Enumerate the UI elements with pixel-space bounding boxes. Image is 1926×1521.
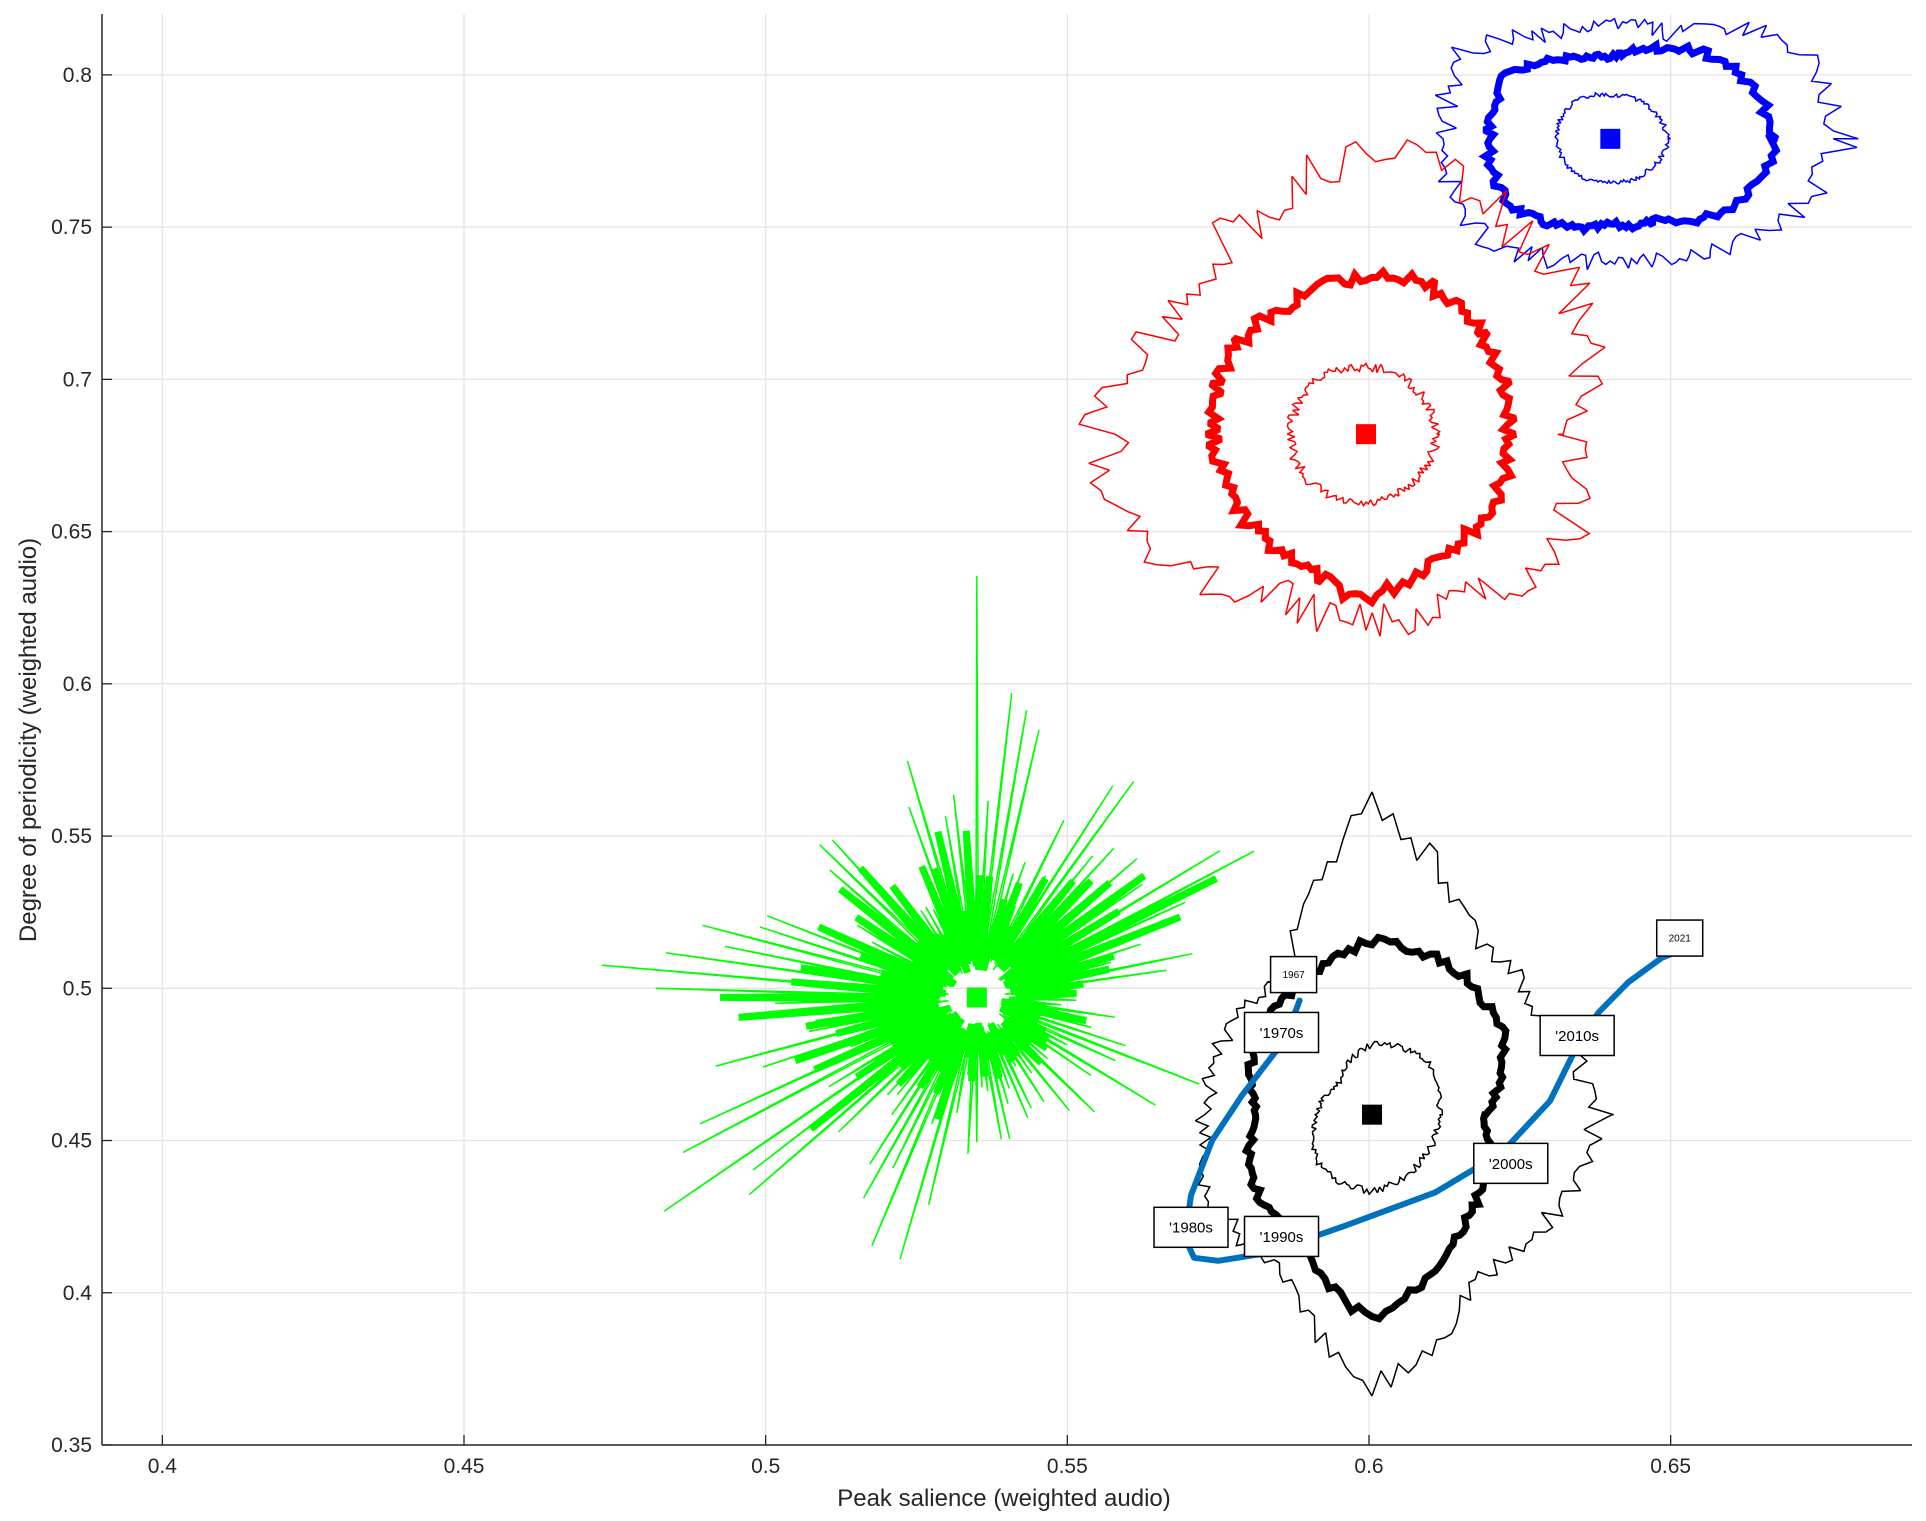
cluster-0-center-marker [1600,128,1621,149]
annotation-layer: 1967 '1970s '1980s '1990s '2000s '2010s 2021 [1153,919,1704,1258]
annotation-box [1473,1142,1549,1185]
x-tick-label: 0.4 [148,1455,178,1478]
annotation-box [1243,1215,1320,1258]
x-tick-label: 0.45 [444,1455,485,1478]
cluster-0-ring-2 [1554,91,1671,185]
cluster-2-ring-0 [601,575,1255,1260]
cluster-3-ring-1 [1241,933,1511,1323]
annotation-text: '2010s [1555,1028,1599,1045]
x-tick-label: 0.65 [1650,1455,1691,1478]
annotation-label: '1980s [1153,1206,1229,1249]
annotation-text: 1967 [1282,970,1305,981]
cluster-1-ring-2 [1286,361,1441,508]
y-tick-label: 0.75 [51,216,92,239]
y-tick-label: 0.6 [63,673,92,696]
plot-area [601,17,1859,1397]
y-tick-label: 0.5 [63,977,92,1000]
cluster-1-center-marker [1355,424,1376,445]
annotation-text: 2021 [1669,934,1692,945]
annotation-box [1153,1206,1229,1249]
x-axis-label: Peak salience (weighted audio) [837,1485,1171,1512]
y-tick-label: 0.7 [63,368,92,391]
cluster-3-ring-2 [1310,1040,1444,1196]
cluster-3-center-marker [1362,1104,1383,1125]
x-tick-label: 0.6 [1354,1455,1383,1478]
annotation-box [1243,1011,1320,1054]
cluster-2-ring-1 [720,830,1218,1132]
annotation-label: '2010s [1539,1014,1615,1057]
cluster-2 [601,575,1255,1260]
annotation-label: '1990s [1243,1215,1320,1258]
cluster-1 [1078,139,1606,637]
annotation-label: '2000s [1473,1142,1549,1185]
annotation-box [1269,955,1318,994]
x-tick-label: 0.55 [1047,1455,1088,1478]
annotation-label: '1970s [1243,1011,1320,1054]
annotation-text: '2000s [1489,1156,1533,1173]
cluster-0-ring-1 [1478,39,1781,237]
grid-lines [102,14,1912,1446]
y-tick-label: 0.8 [63,64,92,87]
annotation-text: '1970s [1260,1025,1304,1042]
annotation-label: 2021 [1655,919,1704,957]
cluster-2-center-marker [966,987,987,1008]
cluster-0 [1434,17,1859,271]
x-tick-label: 0.5 [751,1455,780,1478]
y-tick-label: 0.65 [51,521,92,544]
y-tick-label: 0.55 [51,825,92,848]
y-tick-label: 0.35 [51,1434,92,1457]
y-tick-label: 0.4 [63,1282,93,1305]
cluster-3 [1195,791,1614,1397]
axes: 0.4 0.45 0.5 0.55 0.6 0.65 0.35 0.4 0.45 0.5 0.55 0… [51,14,1912,1478]
y-axis-label: Degree of periodicity (weighted audio) [15,538,42,942]
annotation-box [1539,1014,1615,1057]
annotation-text: '1980s [1169,1220,1213,1237]
cluster-0-ring-0 [1434,17,1859,271]
annotation-box [1655,919,1704,957]
cluster-3-ring-0 [1195,791,1614,1397]
y-tick-label: 0.45 [51,1130,92,1153]
annotation-text: '1990s [1260,1229,1304,1246]
annotation-label: 1967 [1269,955,1318,994]
cluster-1-ring-0 [1078,139,1606,637]
cluster-1-ring-1 [1203,266,1518,608]
